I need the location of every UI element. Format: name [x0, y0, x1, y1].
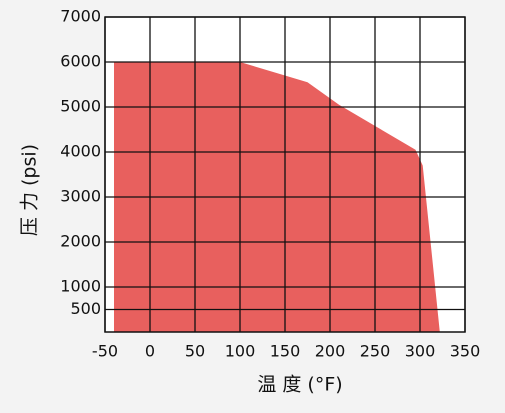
x-tick-label: -50	[92, 342, 118, 361]
x-tick-label: 350	[450, 342, 481, 361]
y-tick-label: 4000	[60, 142, 101, 161]
x-tick-label: 250	[360, 342, 391, 361]
x-tick-label: 200	[315, 342, 346, 361]
y-tick-label: 2000	[60, 232, 101, 251]
x-tick-label: 300	[405, 342, 436, 361]
y-tick-label: 5000	[60, 97, 101, 116]
x-tick-label: 100	[225, 342, 256, 361]
y-tick-label: 3000	[60, 187, 101, 206]
y-tick-label: 1000	[60, 277, 101, 296]
x-axis-label: 温 度 (°F)	[257, 374, 342, 396]
y-tick-label: 500	[70, 299, 101, 318]
x-tick-label: 50	[185, 342, 205, 361]
x-tick-label: 0	[145, 342, 155, 361]
x-tick-label: 150	[270, 342, 301, 361]
y-tick-label: 7000	[60, 7, 101, 26]
plot-frame	[104, 16, 466, 333]
y-axis-label: 压 力 (psi)	[19, 144, 41, 236]
y-tick-label: 6000	[60, 52, 101, 71]
